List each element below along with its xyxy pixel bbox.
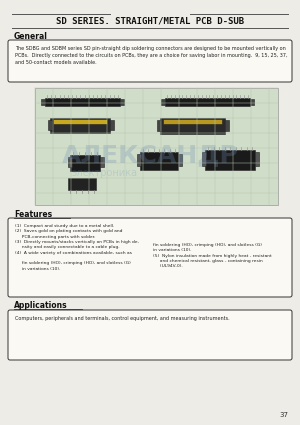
Bar [163, 119, 222, 124]
Bar [137, 154, 141, 166]
Bar [45, 98, 120, 106]
Bar [160, 118, 225, 134]
Text: General: General [14, 31, 48, 40]
Bar [120, 99, 124, 105]
Bar [70, 155, 100, 171]
Bar [165, 98, 250, 106]
Bar [53, 119, 107, 124]
Text: 37: 37 [279, 412, 288, 418]
Text: The SDBG and SDBM series SD pin-straight dip soldering connectors are designed t: The SDBG and SDBM series SD pin-straight… [15, 46, 287, 65]
FancyBboxPatch shape [8, 40, 292, 82]
Text: Computers, peripherals and terminals, control equipment, and measuring instrumen: Computers, peripherals and terminals, co… [15, 316, 230, 321]
Text: электроника: электроника [72, 168, 138, 178]
Bar [202, 152, 206, 166]
Text: (1)  Compact and sturdy due to a metal shell.
(2)  Saves gold on plating contact: (1) Compact and sturdy due to a metal sh… [15, 224, 139, 271]
FancyBboxPatch shape [8, 218, 292, 297]
Text: АЛЕКСАНДР: АЛЕКСАНДР [61, 143, 239, 167]
Bar [255, 152, 259, 166]
Bar [161, 99, 165, 105]
Bar [68, 157, 72, 167]
Bar [100, 157, 104, 167]
Bar [157, 120, 161, 131]
Text: Applications: Applications [14, 300, 68, 309]
Text: Features: Features [14, 210, 52, 218]
Bar [140, 152, 178, 170]
Bar [225, 120, 229, 131]
Text: fin soldering (HO), crimping (HO), and slotless (G)
in variations (10).
(5)  Nyl: fin soldering (HO), crimping (HO), and s… [153, 243, 272, 269]
Bar [250, 99, 254, 105]
Bar [205, 150, 255, 170]
Bar [178, 154, 182, 166]
Bar [41, 99, 45, 105]
Text: SD SERIES. STRAIGHT/METAL PCB D-SUB: SD SERIES. STRAIGHT/METAL PCB D-SUB [56, 17, 244, 26]
FancyBboxPatch shape [8, 310, 292, 360]
Bar [35, 88, 278, 205]
Bar [48, 120, 52, 130]
Bar [110, 120, 114, 130]
Bar [68, 178, 96, 190]
Bar [50, 118, 110, 133]
